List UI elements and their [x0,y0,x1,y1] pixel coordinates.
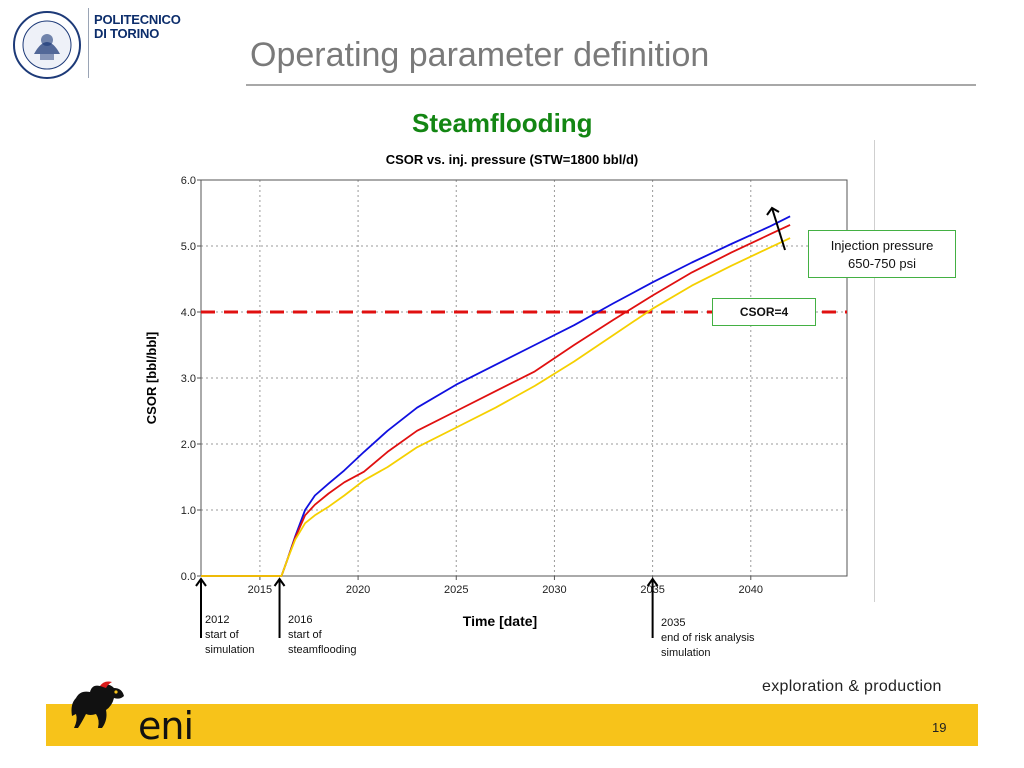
annotation-arrows [195,206,786,658]
chart-grid [201,180,847,576]
x-tick-label: 2015 [248,584,272,596]
y-tick-label: 4.0 [181,307,196,319]
marker-note-2016: 2016 start of steamflooding [288,613,357,658]
logo-line1: POLITECNICO [94,12,181,27]
series-line-3 [201,237,791,577]
x-tick-label: 2025 [444,584,468,596]
x-tick-label: 2030 [542,584,566,596]
marker-2016-line3: steamflooding [288,644,357,656]
page-number: 19 [932,720,947,735]
footer-band [46,704,978,746]
y-tick-label: 3.0 [181,373,196,385]
y-tick-label: 1.0 [181,505,196,517]
y-tick-label: 6.0 [181,175,196,187]
marker-2035-line3: simulation [661,647,711,659]
chart-title: CSOR vs. inj. pressure (STW=1800 bbl/d) [386,152,638,167]
marker-2012-line1: 2012 [205,614,230,626]
politecnico-wordmark: POLITECNICO DI TORINO [94,13,181,41]
injection-callout-line1: Injection pressure [830,238,934,253]
x-tick-label: 2020 [346,584,370,596]
y-axis-ticks: 0.0 1.0 2.0 3.0 4.0 5.0 6.0 [181,175,201,583]
marker-note-2035: 2035 end of risk analysis simulation [661,616,755,661]
page-subtitle: Steamflooding [412,108,593,138]
eni-wordmark: eni [138,704,194,748]
logo-divider [88,8,89,78]
csor-chart-svg: CSOR vs. inj. pressure (STW=1800 bbl/d) … [144,152,848,658]
csor-chart: CSOR vs. inj. pressure (STW=1800 bbl/d) … [140,148,860,658]
logo-line2: DI TORINO [94,26,160,41]
csor-threshold-callout: CSOR=4 [712,298,816,326]
series-line-2 [201,224,791,577]
series-lines [201,215,791,577]
marker-2016-line1: 2016 [288,614,313,626]
marker-2012-line3: simulation [205,644,255,656]
x-axis-label: Time [date] [463,613,537,629]
y-tick-label: 2.0 [181,439,196,451]
y-tick-label: 0.0 [181,571,196,583]
marker-2035-line1: 2035 [661,617,686,629]
marker-arrow-2012-head [195,577,207,587]
marker-2035-line2: end of risk analysis [661,632,755,644]
series-line-1 [201,215,791,577]
x-axis-ticks: 201520202025203020352040 [248,576,763,596]
page-title: Operating parameter definition [250,36,710,74]
marker-note-2012: 2012 start of simulation [205,613,255,658]
injection-pressure-callout: Injection pressure 650-750 psi [808,230,956,278]
marker-2012-line2: start of [205,629,239,641]
right-separator [874,140,875,602]
marker-arrow-2035-head [646,577,659,587]
marker-arrow-2016-head [273,577,286,587]
division-label: exploration & production [762,678,942,695]
title-divider [246,84,976,86]
injection-pressure-arrow-shaft [771,207,786,251]
politecnico-seal-logo [12,10,82,80]
eni-dog-logo-icon [62,676,132,732]
injection-pressure-arrow-head [766,206,780,216]
y-axis-label: CSOR [bbl/bbl] [144,332,159,424]
marker-2016-line2: start of [288,629,322,641]
y-tick-label: 5.0 [181,241,196,253]
x-tick-label: 2040 [739,584,763,596]
injection-callout-line2: 650-750 psi [848,256,916,271]
